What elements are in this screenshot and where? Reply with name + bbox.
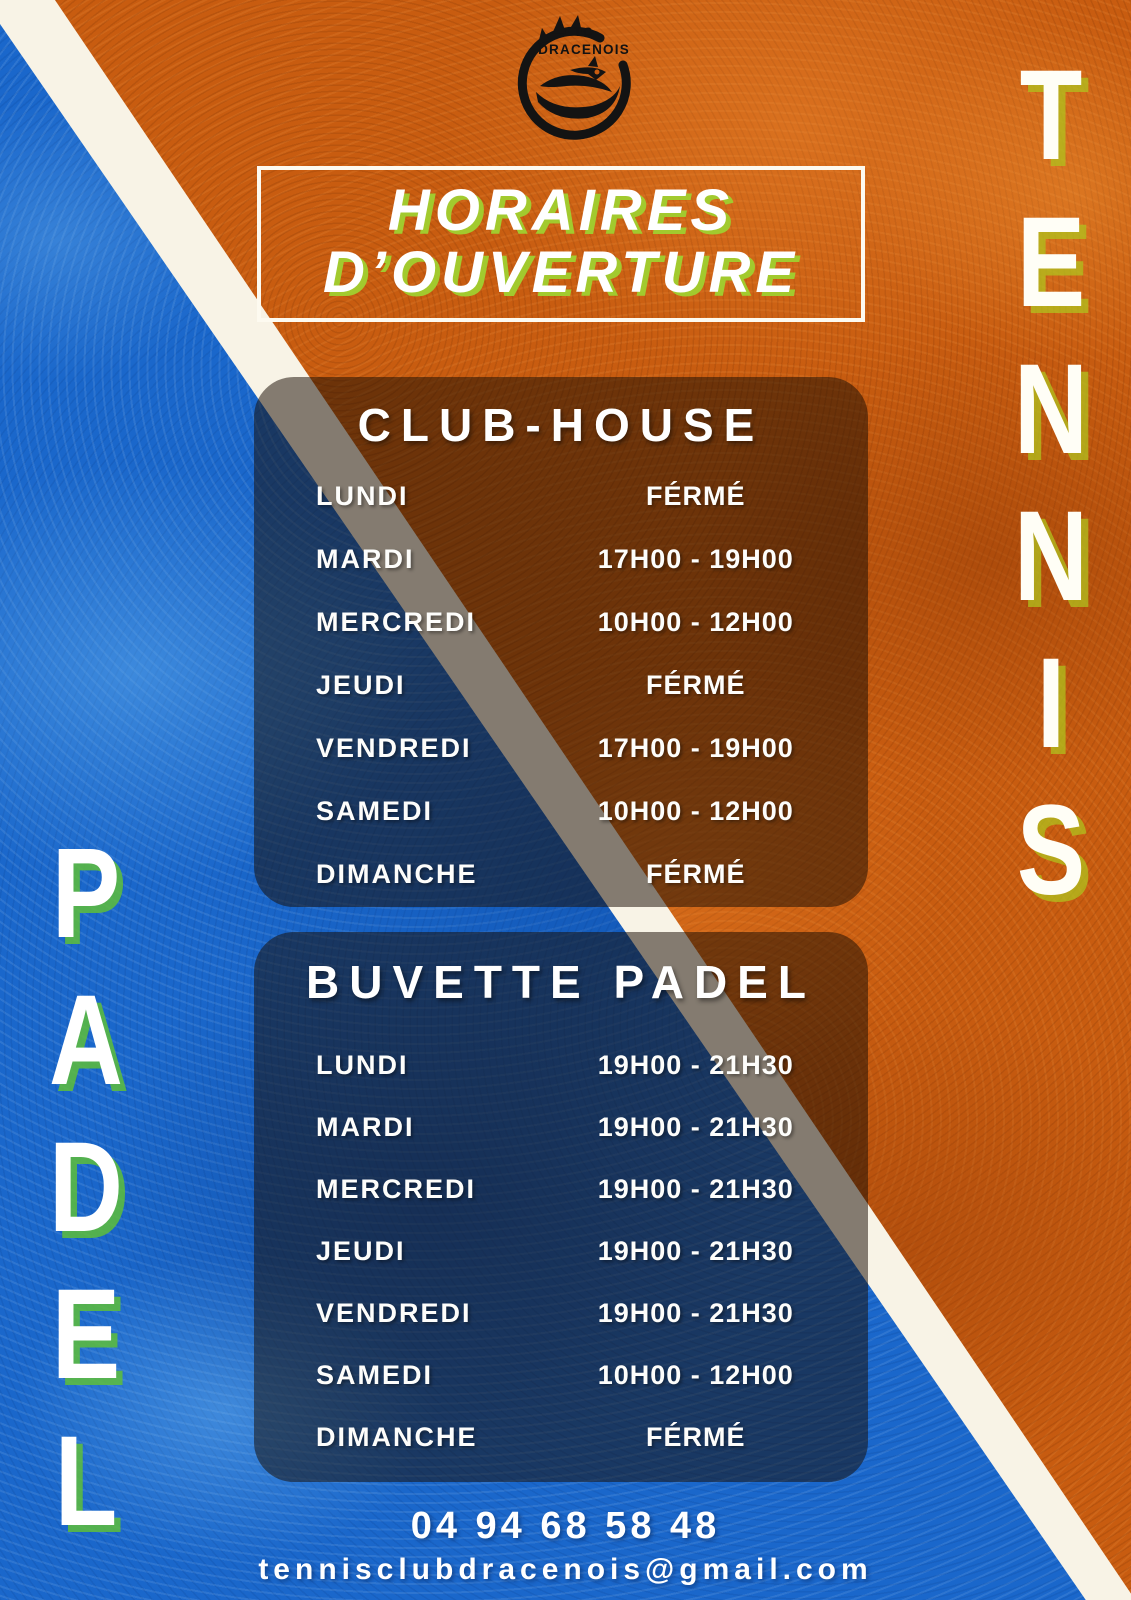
day-label: VENDREDI bbox=[316, 733, 472, 763]
padel-letter: D bbox=[49, 1116, 123, 1259]
schedule-row: DIMANCHE FÉRMÉ bbox=[254, 1406, 868, 1468]
schedule-row: DIMANCHE FÉRMÉ bbox=[254, 843, 868, 906]
schedule-row: LUNDI FÉRMÉ bbox=[254, 465, 868, 528]
tennis-letter: T bbox=[1019, 44, 1083, 187]
poster-title-line1: HORAIRES bbox=[387, 178, 735, 243]
padel-letter: E bbox=[51, 1263, 121, 1406]
hours-value: FÉRMÉ bbox=[646, 859, 746, 889]
schedule-row: MERCREDI 10H00 - 12H00 bbox=[254, 591, 868, 654]
schedule-row: SAMEDI 10H00 - 12H00 bbox=[254, 780, 868, 843]
vertical-word-padel: P A D E L bbox=[24, 820, 148, 1555]
schedule-row: MERCREDI 19H00 - 21H30 bbox=[254, 1158, 868, 1220]
logo-text-club-name: DRACENOIS bbox=[538, 42, 630, 57]
hours-value: 17H00 - 19H00 bbox=[597, 733, 794, 763]
tennis-letter: E bbox=[1016, 191, 1086, 334]
day-label: MERCREDI bbox=[316, 607, 477, 637]
hours-value: 10H00 - 12H00 bbox=[597, 607, 794, 637]
day-label: JEUDI bbox=[316, 670, 406, 700]
hours-value: FÉRMÉ bbox=[646, 670, 746, 700]
hours-value: 19H00 - 21H30 bbox=[597, 1049, 794, 1080]
hours-value: 19H00 - 21H30 bbox=[597, 1235, 794, 1266]
schedule-row: LUNDI 19H00 - 21H30 bbox=[254, 1034, 868, 1096]
day-label: SAMEDI bbox=[316, 1359, 434, 1390]
logo-text-tc: TC bbox=[574, 25, 594, 39]
hours-value: FÉRMÉ bbox=[646, 1421, 746, 1452]
schedule-row: VENDREDI 17H00 - 19H00 bbox=[254, 717, 868, 780]
hours-value: 10H00 - 12H00 bbox=[597, 796, 794, 826]
schedule-row: MARDI 17H00 - 19H00 bbox=[254, 528, 868, 591]
day-label: LUNDI bbox=[316, 1049, 409, 1080]
opening-hours-title-box: HORAIRES D’OUVERTURE bbox=[257, 166, 865, 322]
day-label: MARDI bbox=[316, 1111, 415, 1142]
day-label: SAMEDI bbox=[316, 796, 434, 826]
dragon-icon: TC DRACENOIS bbox=[517, 15, 631, 140]
schedule-row: JEUDI 19H00 - 21H30 bbox=[254, 1220, 868, 1282]
day-label: MARDI bbox=[316, 544, 415, 574]
day-label: MERCREDI bbox=[316, 1173, 477, 1204]
buvette-padel-title: BUVETTE PADEL bbox=[306, 956, 816, 1008]
club-house-panel: CLUB-HOUSE LUNDI FÉRMÉ MARDI 17H00 - 19H… bbox=[254, 377, 868, 907]
hours-value: FÉRMÉ bbox=[646, 481, 746, 511]
day-label: JEUDI bbox=[316, 1235, 406, 1266]
tennis-letter: N bbox=[1014, 338, 1088, 481]
day-label: DIMANCHE bbox=[316, 1421, 478, 1452]
vertical-word-tennis: T E N N I S bbox=[989, 42, 1113, 924]
tennis-letter: S bbox=[1016, 779, 1086, 922]
schedule-row: VENDREDI 19H00 - 21H30 bbox=[254, 1282, 868, 1344]
club-house-title: CLUB-HOUSE bbox=[357, 399, 765, 451]
day-label: DIMANCHE bbox=[316, 859, 478, 889]
hours-value: 19H00 - 21H30 bbox=[597, 1111, 794, 1142]
day-label: LUNDI bbox=[316, 481, 409, 511]
email-address: tennisclubdracenois@gmail.com bbox=[258, 1553, 873, 1586]
tennis-letter: I bbox=[1036, 632, 1066, 775]
padel-letter: A bbox=[49, 969, 123, 1112]
padel-letter: L bbox=[54, 1410, 118, 1553]
hours-value: 17H00 - 19H00 bbox=[597, 544, 794, 574]
hours-value: 10H00 - 12H00 bbox=[597, 1359, 794, 1390]
hours-value: 19H00 - 21H30 bbox=[597, 1173, 794, 1204]
buvette-padel-panel: BUVETTE PADEL LUNDI 19H00 - 21H30 MARDI … bbox=[254, 932, 868, 1482]
tennis-letter: N bbox=[1014, 485, 1088, 628]
schedule-row: MARDI 19H00 - 21H30 bbox=[254, 1096, 868, 1158]
club-logo: TC DRACENOIS bbox=[500, 8, 648, 148]
day-label: VENDREDI bbox=[316, 1297, 472, 1328]
hours-value: 19H00 - 21H30 bbox=[597, 1297, 794, 1328]
phone-number: 04 94 68 58 48 bbox=[410, 1505, 721, 1547]
schedule-row: SAMEDI 10H00 - 12H00 bbox=[254, 1344, 868, 1406]
poster-title-line2: D’OUVERTURE bbox=[322, 240, 800, 305]
padel-letter: P bbox=[51, 822, 121, 965]
schedule-row: JEUDI FÉRMÉ bbox=[254, 654, 868, 717]
